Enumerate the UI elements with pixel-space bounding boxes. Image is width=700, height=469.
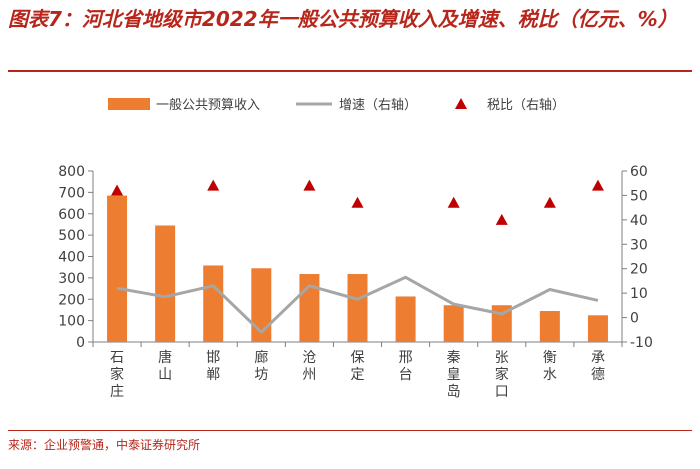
category-label-char: 张 [495, 350, 509, 366]
chart-title: 图表7：河北省地级市2022年一般公共预算收入及增速、税比（亿元、%） [8, 7, 678, 31]
left-axis-tick-label: 100 [58, 314, 85, 330]
left-axis: 0 100 200 300 400 500 600 700 800 [58, 164, 623, 351]
legend-label-growth: 增速（右轴） [339, 98, 417, 113]
category-label-char: 岛 [447, 384, 461, 400]
category-label: 衡水 [543, 350, 557, 383]
tax-ratio-marker [447, 196, 460, 208]
right-axis-tick-label: 30 [630, 237, 648, 253]
category-label-char: 郸 [206, 367, 220, 383]
bar [539, 311, 560, 342]
right-axis-tick-label: 20 [630, 262, 648, 278]
category-label-char: 石 [110, 350, 124, 366]
category-label-char: 口 [495, 384, 509, 400]
bar [347, 274, 368, 342]
right-axis-tick-label: -10 [630, 335, 653, 351]
growth-line [116, 275, 599, 334]
category-label: 张家口 [495, 350, 509, 400]
category-label: 邢台 [399, 350, 413, 383]
category-label-char: 州 [302, 367, 316, 383]
right-axis-tick-label: 0 [630, 311, 639, 327]
bar [299, 274, 320, 342]
bar [155, 225, 176, 342]
tax-ratio-marker [351, 196, 364, 208]
category-label-char: 秦 [447, 350, 461, 366]
category-label-char: 庄 [110, 383, 124, 400]
tax-ratio-marker [111, 184, 124, 196]
category-label: 邯郸 [206, 350, 220, 383]
left-axis-tick-label: 200 [58, 292, 85, 308]
bar [491, 305, 512, 342]
title-divider [8, 70, 692, 72]
left-axis-tick-label: 800 [58, 164, 85, 180]
bar [443, 305, 464, 342]
source-divider [8, 430, 692, 431]
category-label-char: 邯 [206, 350, 220, 366]
category-label-char: 坊 [254, 367, 268, 383]
category-label-char: 定 [351, 367, 365, 383]
source-note: 来源：企业预警通，中泰证券研究所 [8, 438, 201, 452]
bar [203, 265, 224, 342]
legend-label-taxratio: 税比（右轴） [487, 98, 565, 113]
category-label-char: 台 [399, 367, 413, 383]
category-label-char: 唐 [158, 349, 172, 366]
left-axis-tick-label: 400 [58, 250, 85, 266]
bar [587, 315, 608, 342]
category-label-char: 水 [543, 367, 557, 383]
category-label: 唐山 [158, 349, 172, 383]
tax-ratio-marker [495, 213, 508, 225]
legend-label-revenue: 一般公共预算收入 [156, 97, 260, 113]
tax-ratio-markers [111, 179, 604, 225]
category-label-char: 德 [591, 367, 605, 383]
category-label-char: 承 [591, 350, 605, 366]
right-axis-tick-label: 60 [630, 164, 648, 180]
category-label-char: 保 [351, 350, 365, 366]
category-label: 秦皇岛 [447, 350, 461, 400]
right-axis-tick-label: 10 [630, 286, 648, 302]
category-label: 沧州 [302, 349, 316, 383]
category-label-char: 山 [158, 367, 172, 383]
left-axis-tick-label: 0 [76, 335, 85, 351]
category-label-char: 廊 [254, 349, 268, 366]
category-label: 保定 [351, 350, 365, 383]
legend-triangle-marker [455, 98, 467, 109]
bar-series [107, 195, 608, 342]
left-axis-tick-label: 300 [58, 271, 85, 287]
tax-ratio-marker [591, 179, 604, 191]
tax-ratio-marker [543, 196, 556, 208]
bar [251, 268, 272, 342]
category-label-char: 皇 [447, 367, 461, 383]
category-label-char: 沧 [302, 349, 316, 366]
category-label-char: 衡 [543, 350, 557, 366]
category-label-char: 家 [110, 366, 124, 383]
legend-bar-swatch [108, 98, 150, 110]
bar [395, 296, 416, 342]
right-axis-tick-label: 40 [630, 213, 648, 229]
left-axis-tick-label: 500 [58, 228, 85, 244]
left-axis-tick-label: 700 [58, 185, 85, 201]
right-axis: -10 0 10 20 30 40 50 60 [621, 164, 653, 351]
tax-ratio-marker [207, 179, 220, 191]
tax-ratio-marker [303, 179, 316, 191]
right-axis-tick-label: 50 [630, 188, 648, 204]
category-label-char: 邢 [399, 350, 413, 366]
category-label-char: 家 [495, 366, 509, 383]
category-label: 石家庄 [110, 350, 124, 400]
growth-line-series [116, 275, 599, 334]
category-label: 承德 [591, 350, 605, 383]
left-axis-tick-label: 600 [58, 207, 85, 223]
chart-legend: 一般公共预算收入 增速（右轴） 税比（右轴） [108, 97, 565, 113]
bar [107, 195, 128, 342]
category-label: 廊坊 [254, 349, 268, 383]
